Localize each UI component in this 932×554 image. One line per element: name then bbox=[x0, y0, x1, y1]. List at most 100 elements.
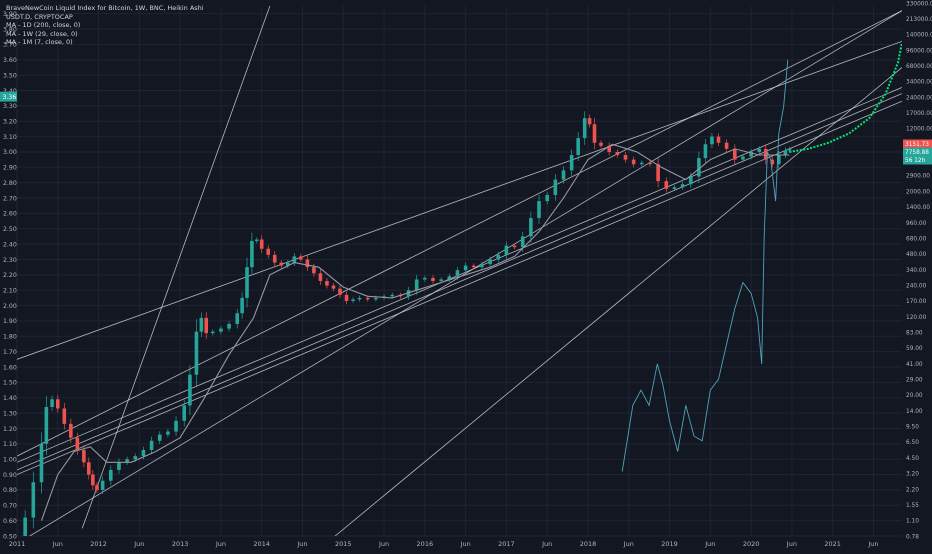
candle-body bbox=[174, 420, 178, 432]
right-tick-label: 34000.00 bbox=[906, 80, 932, 86]
x-tick-label: 2020 bbox=[743, 540, 760, 548]
candle-body bbox=[599, 142, 603, 146]
candle-body bbox=[787, 148, 792, 151]
left-tick-label: 1.50 bbox=[3, 380, 17, 387]
left-tick-label: 2.40 bbox=[3, 241, 17, 248]
left-tick-label: 3.90 bbox=[3, 11, 17, 18]
left-tick-label: 1.70 bbox=[3, 349, 17, 356]
plot-layer bbox=[17, 5, 902, 536]
grid-layer bbox=[16, 6, 902, 537]
candle-body bbox=[390, 294, 395, 297]
chart-title: BraveNewCoin Liquid Index for Bitcoin, 1… bbox=[6, 4, 204, 12]
x-tick-label: Jun bbox=[133, 540, 144, 548]
candle-body bbox=[286, 262, 290, 266]
left-tick-label: 3.50 bbox=[3, 72, 17, 79]
candle-body bbox=[648, 162, 652, 165]
x-tick-label: 2012 bbox=[90, 540, 107, 548]
candle-body bbox=[504, 245, 509, 255]
candle-body bbox=[31, 482, 36, 518]
candle-body bbox=[374, 297, 378, 300]
candle-body bbox=[757, 148, 762, 152]
right-tick-label: 2.20 bbox=[906, 487, 919, 493]
left-tick-label: 3.60 bbox=[3, 57, 17, 64]
legend-ma-1d: MA - 1D (200, close, 0) bbox=[6, 21, 81, 29]
candle-body bbox=[732, 148, 737, 160]
candle-body bbox=[537, 201, 541, 218]
candle-body bbox=[770, 159, 775, 165]
candle-body bbox=[688, 176, 693, 185]
x-tick-label: 2018 bbox=[580, 540, 597, 548]
candle-body bbox=[741, 156, 745, 160]
chart-legend: BraveNewCoin Liquid Index for Bitcoin, 1… bbox=[6, 4, 204, 47]
candle-body bbox=[716, 136, 721, 143]
left-tick-label: 3.80 bbox=[3, 26, 17, 33]
right-tick-label: 0.78 bbox=[906, 534, 919, 540]
price-label-badge bbox=[903, 155, 932, 165]
candle-body bbox=[299, 256, 303, 260]
candle-body bbox=[312, 267, 316, 274]
candle-body bbox=[91, 474, 95, 486]
candle-body bbox=[680, 184, 685, 188]
candle-body bbox=[423, 277, 427, 280]
candle-body bbox=[250, 241, 254, 268]
candle-body bbox=[86, 462, 91, 475]
candle-body bbox=[23, 517, 27, 536]
candle-body bbox=[576, 138, 580, 156]
x-tick-label: 2017 bbox=[498, 540, 515, 548]
candle-body bbox=[447, 276, 452, 280]
candle-body bbox=[235, 313, 240, 324]
trend-line bbox=[17, 10, 902, 457]
x-tick-label: Jun bbox=[460, 540, 471, 548]
right-tick-label: 6.50 bbox=[906, 440, 919, 446]
candle-body bbox=[592, 124, 597, 143]
left-tick-label: 1.00 bbox=[3, 456, 17, 463]
left-tick-label: 1.30 bbox=[3, 410, 17, 417]
right-tick-label: 1.10 bbox=[906, 519, 919, 525]
candle-body bbox=[529, 218, 533, 237]
x-tick-label: 2011 bbox=[9, 540, 26, 548]
right-tick-label: 29.00 bbox=[906, 378, 923, 384]
right-tick-label: 680.00 bbox=[906, 236, 927, 242]
right-tick-label: 59.00 bbox=[906, 346, 923, 352]
right-tick-label: 2000.00 bbox=[906, 189, 930, 195]
right-tick-label: 24000.00 bbox=[906, 95, 932, 101]
candle-body bbox=[365, 297, 370, 300]
left-tick-label: 2.50 bbox=[3, 226, 17, 233]
left-tick-label: 3.40 bbox=[3, 88, 17, 95]
left-tick-label: 2.60 bbox=[3, 211, 17, 218]
left-tick-label: 1.20 bbox=[3, 426, 17, 433]
candle-body bbox=[587, 118, 592, 125]
x-tick-label: 2013 bbox=[172, 540, 189, 548]
candle-body bbox=[672, 187, 677, 189]
x-tick-label: Jun bbox=[786, 540, 797, 548]
candle-body bbox=[166, 431, 170, 435]
candle-body bbox=[199, 317, 204, 332]
candle-body bbox=[255, 239, 259, 242]
right-tick-label: 2900.00 bbox=[906, 174, 930, 180]
candle-body bbox=[62, 408, 67, 424]
x-tick-label: Jun bbox=[296, 540, 307, 548]
ma-line bbox=[40, 143, 790, 521]
x-tick-label: Jun bbox=[623, 540, 634, 548]
candle-body bbox=[292, 256, 297, 263]
candle-body bbox=[640, 162, 644, 165]
candle-body bbox=[480, 264, 484, 268]
candle-body bbox=[149, 440, 154, 450]
candle-body bbox=[431, 277, 435, 281]
usdt-dominance-line bbox=[621, 59, 789, 472]
candle-body bbox=[569, 155, 574, 171]
legend-ma-1w: MA - 1W (29, close, 0) bbox=[6, 29, 78, 38]
right-tick-label: 240.00 bbox=[906, 283, 927, 289]
right-tick-label: 1.55 bbox=[906, 503, 919, 509]
price-label-badge bbox=[903, 139, 932, 149]
right-tick-label: 340.00 bbox=[906, 268, 927, 274]
candle-body bbox=[95, 485, 99, 490]
right-tick-label: 20.00 bbox=[906, 393, 923, 399]
right-tick-label: 170.00 bbox=[906, 299, 927, 305]
candle-body bbox=[305, 259, 310, 268]
candle-body bbox=[710, 136, 714, 145]
right-tick-label: 1400.00 bbox=[906, 205, 930, 211]
candle-body bbox=[259, 239, 264, 249]
